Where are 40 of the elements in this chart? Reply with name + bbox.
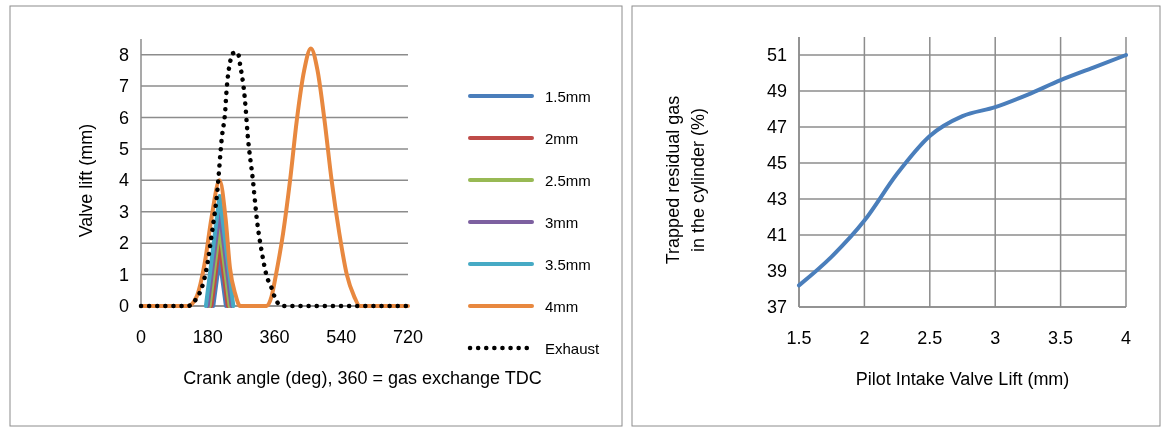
y-axis-title: Trapped residual gas in the cylinder (%)	[663, 95, 708, 265]
y-tick-label: 45	[766, 153, 787, 173]
x-axis-title: Pilot Intake Valve Lift (mm)	[855, 369, 1070, 389]
line-series	[797, 53, 1128, 288]
x-tick-label: 2	[859, 328, 870, 348]
y-tick-label: 0	[118, 296, 129, 316]
x-tick-label: 3.5	[1048, 328, 1074, 348]
y-tick-label: 51	[766, 45, 787, 65]
legend-label: 3.5mm	[545, 255, 591, 273]
x-tick-label: 720	[392, 327, 424, 347]
y-tick-label: 47	[766, 117, 787, 137]
y-tick-label: 7	[118, 76, 129, 97]
x-tick-label: 0	[135, 327, 147, 347]
y-tick-label: 39	[766, 261, 787, 281]
legend-label: 2.5mm	[545, 171, 591, 189]
legend-label: 2mm	[545, 129, 579, 147]
y-tick-label: 4	[118, 170, 129, 191]
x-axis-title: Crank angle (deg), 360 = gas exchange TDC	[183, 368, 542, 388]
x-tick-label: 1.5	[786, 328, 812, 348]
y-tick-label: 5	[118, 138, 129, 159]
x-tick-label: 360	[259, 327, 290, 347]
x-tick-label: 540	[326, 327, 357, 347]
y-tick-label: 6	[118, 107, 129, 128]
y-tick-label: 2	[118, 233, 129, 254]
x-tick-label: 4	[1120, 328, 1132, 348]
x-tick-label: 180	[192, 327, 223, 347]
y-axis-title: Valve lift (mm)	[76, 123, 96, 238]
legend-label: 4mm	[545, 297, 579, 315]
y-tick-label: 43	[766, 189, 787, 209]
legend-label: 3mm	[545, 213, 579, 231]
y-tick-label: 41	[766, 225, 787, 245]
y-tick-label: 1	[118, 264, 129, 285]
y-tick-label: 37	[766, 297, 787, 317]
y-tick-label: 49	[766, 81, 787, 101]
y-tick-label: 3	[118, 201, 129, 222]
legend-label: Exhaust	[545, 339, 601, 357]
x-tick-label: 2.5	[917, 328, 943, 348]
y-tick-label: 8	[118, 44, 129, 65]
x-tick-label: 3	[990, 328, 1001, 348]
legend-label: 1.5mm	[545, 87, 591, 105]
